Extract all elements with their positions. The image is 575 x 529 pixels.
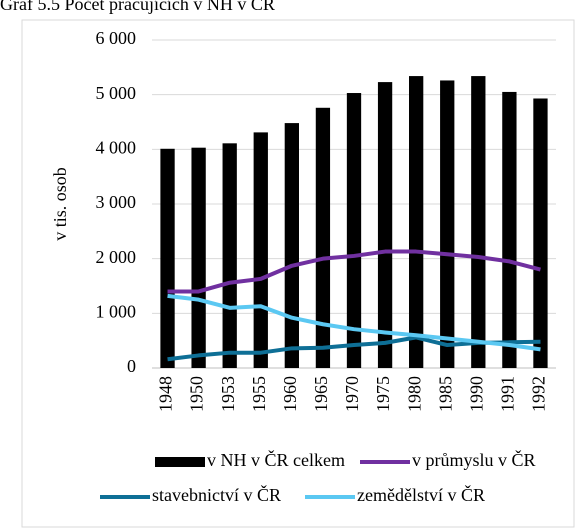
y-tick-label: 0: [127, 356, 136, 376]
line-series: [167, 249, 541, 294]
legend-label: stavebnictví v ČR: [152, 484, 281, 505]
x-tick-label: 1948: [156, 376, 176, 412]
x-tick-label: 1990: [466, 376, 486, 412]
x-tick-label: 1955: [249, 376, 269, 412]
bar: [191, 147, 206, 368]
x-tick-label: 1975: [373, 376, 393, 412]
chart-frame: [21, 19, 575, 528]
bar: [409, 76, 424, 368]
bar: [253, 132, 268, 368]
x-tick-label: 1992: [529, 376, 549, 412]
y-tick-label: 6 000: [96, 28, 137, 48]
bar: [222, 143, 237, 368]
x-tick-label: 1953: [218, 376, 238, 412]
x-tick-label: 1960: [280, 376, 300, 412]
line-series: [167, 293, 541, 352]
y-tick-label: 2 000: [96, 247, 137, 267]
legend-label: zemědělství v ČR: [357, 484, 485, 505]
y-axis-label: v tis. osob: [50, 167, 70, 241]
x-tick-label: 1980: [404, 376, 424, 412]
legend-swatch: [155, 457, 205, 467]
bar: [284, 123, 299, 369]
legend-label: v průmyslu v ČR: [412, 449, 536, 470]
chart-title: Graf 5.5 Počet pracujících v NH v ČR: [0, 0, 275, 14]
bar: [502, 91, 517, 368]
bar: [377, 82, 393, 369]
legend-label: v NH v ČR celkem: [207, 449, 345, 470]
bar: [160, 148, 175, 368]
x-tick-label: 1985: [435, 376, 455, 412]
x-tick-label: 1965: [311, 376, 331, 412]
y-tick-label: 5 000: [96, 83, 137, 103]
x-tick-label: 1991: [498, 376, 518, 412]
y-tick-label: 3 000: [96, 192, 137, 212]
bar: [440, 80, 455, 368]
x-tick-label: 1950: [187, 376, 207, 412]
bar: [471, 76, 486, 368]
bar: [346, 93, 362, 368]
bar: [533, 98, 548, 368]
y-tick-label: 1 000: [96, 301, 137, 321]
y-tick-label: 4 000: [96, 137, 137, 157]
x-tick-label: 1970: [342, 376, 362, 412]
bar: [315, 107, 331, 368]
